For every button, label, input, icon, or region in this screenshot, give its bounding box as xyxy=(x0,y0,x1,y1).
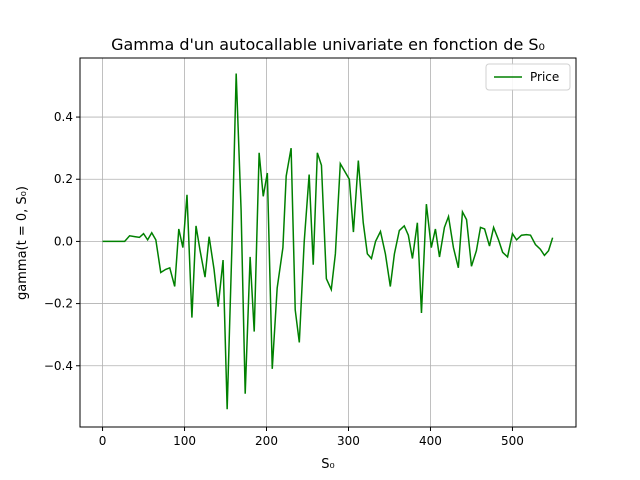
y-tick-label: 0.0 xyxy=(54,234,73,248)
legend-box xyxy=(485,63,571,91)
x-tick-label: 400 xyxy=(419,434,442,448)
y-tick-label: 0.4 xyxy=(54,110,73,124)
x-tick-label: 300 xyxy=(337,434,360,448)
chart-title: Gamma d'un autocallable univariate en fo… xyxy=(111,35,545,54)
plot-frame xyxy=(79,57,577,428)
line-series xyxy=(102,73,554,410)
x-axis-label: S₀ xyxy=(321,457,334,472)
x-tick-label: 200 xyxy=(255,434,278,448)
y-tick-label: −0.4 xyxy=(44,359,73,373)
y-tick-label: −0.2 xyxy=(44,297,73,311)
legend-label: Price xyxy=(530,70,559,84)
y-axis-label: gamma(t = 0, S₀) xyxy=(15,186,30,300)
x-tick-label: 0 xyxy=(99,434,107,448)
x-tick-label: 500 xyxy=(501,434,524,448)
y-tick-label: 0.2 xyxy=(54,172,73,186)
x-tick-label: 100 xyxy=(173,434,196,448)
